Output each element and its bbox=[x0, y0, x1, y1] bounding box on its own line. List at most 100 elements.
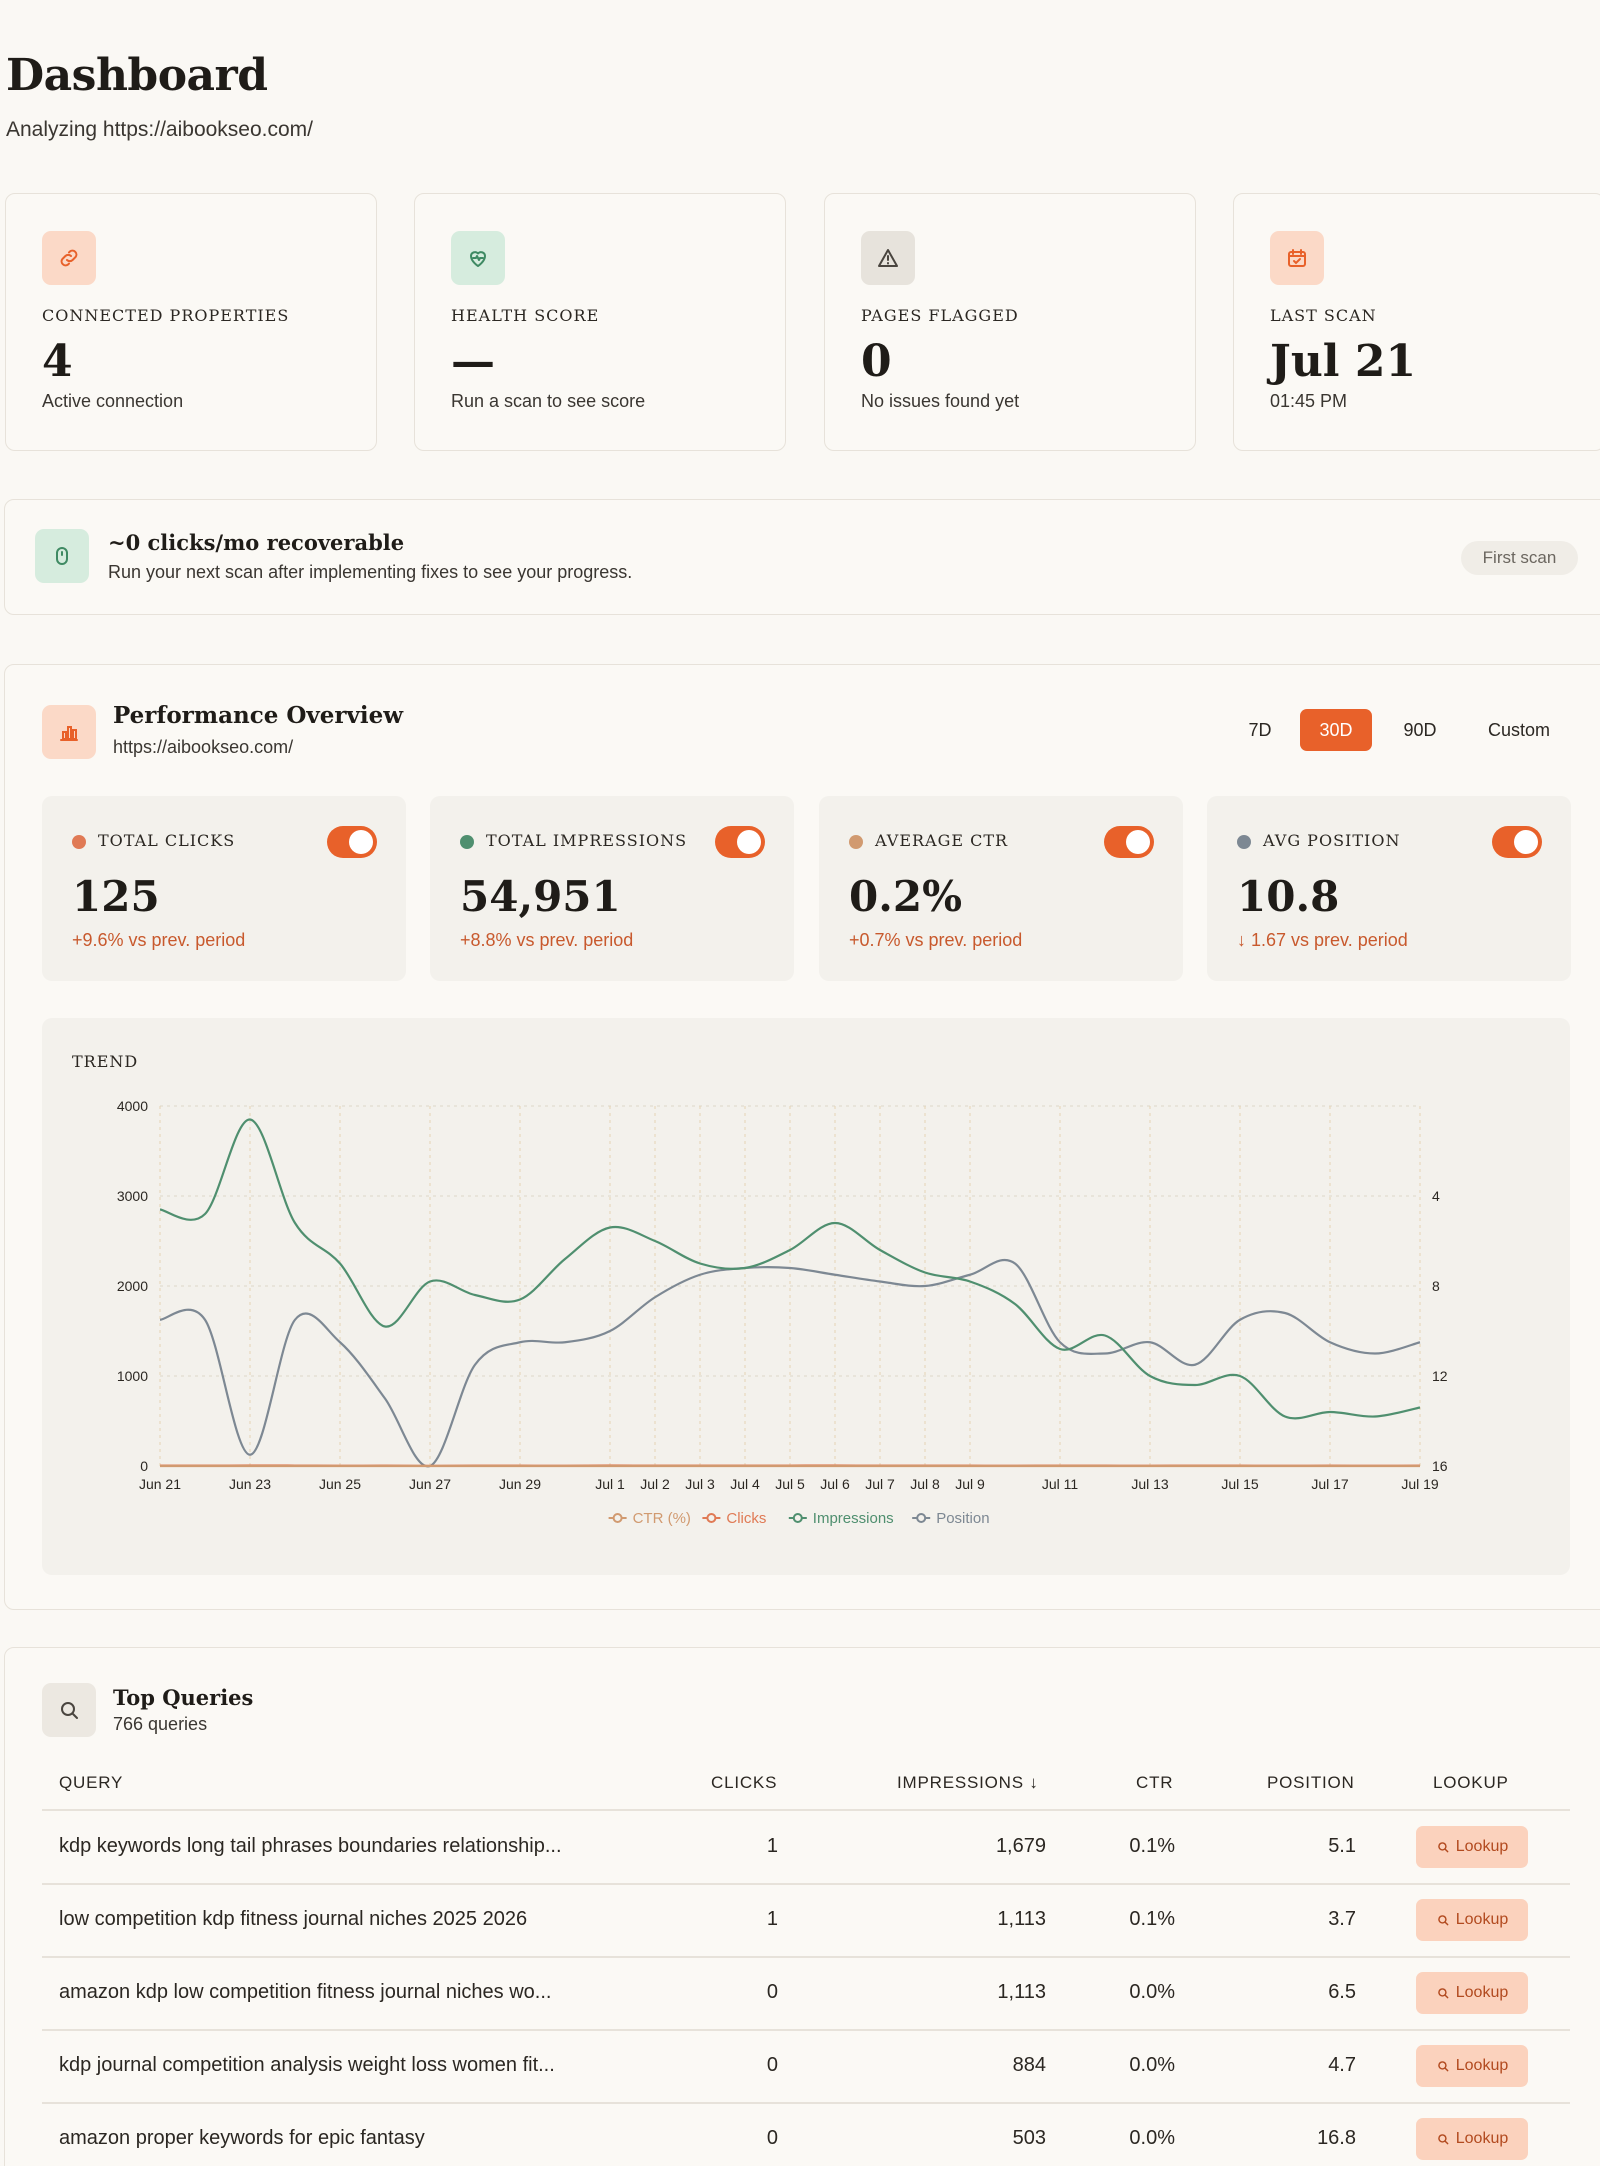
range-90d-button[interactable]: 90D bbox=[1403, 719, 1437, 740]
stat-label: Health Score bbox=[451, 306, 600, 325]
x-tick-label: Jul 15 bbox=[1221, 1476, 1259, 1492]
lookup-button[interactable]: Lookup bbox=[1416, 1898, 1528, 1941]
metric-value: 10.8 bbox=[1237, 872, 1340, 921]
clicks-value: 0 bbox=[766, 2126, 778, 2149]
series-dot bbox=[72, 835, 86, 849]
x-tick-label: Jul 8 bbox=[910, 1476, 940, 1492]
query-text: kdp journal competition analysis weight … bbox=[59, 2053, 555, 2076]
x-tick-label: Jul 13 bbox=[1131, 1476, 1169, 1492]
series-line-impressions bbox=[159, 1118, 1421, 1420]
legend-label-clicks: Clicks bbox=[726, 1510, 766, 1527]
stat-sub: 01:45 PM bbox=[1270, 391, 1348, 411]
clicks-value: 0 bbox=[766, 2053, 778, 2076]
lookup-button[interactable]: Lookup bbox=[1416, 2117, 1528, 2160]
x-tick-label: Jul 19 bbox=[1401, 1476, 1439, 1492]
col-header-position[interactable]: POSITION bbox=[1267, 1773, 1355, 1792]
x-tick-label: Jul 6 bbox=[820, 1476, 850, 1492]
position-value: 6.5 bbox=[1328, 1980, 1356, 2003]
col-header-ctr[interactable]: CTR bbox=[1136, 1773, 1174, 1792]
query-text: low competition kdp fitness journal nich… bbox=[59, 1907, 528, 1930]
search-icon bbox=[1437, 2133, 1449, 2144]
stat-label: Pages Flagged bbox=[861, 306, 1019, 325]
search-icon bbox=[1437, 1841, 1449, 1852]
first-scan-badge: First scan bbox=[1461, 541, 1578, 575]
query-text: amazon proper keywords for epic fantasy bbox=[59, 2126, 425, 2149]
query-text: amazon kdp low competition fitness journ… bbox=[59, 1980, 552, 2003]
metric-delta: +0.7% vs prev. period bbox=[849, 930, 1023, 950]
x-tick-label: Jun 27 bbox=[409, 1476, 451, 1492]
x-tick-label: Jul 11 bbox=[1042, 1476, 1079, 1492]
trend-label: TREND bbox=[72, 1052, 139, 1071]
legend-marker-ctr bbox=[612, 1513, 623, 1523]
legend-marker-position bbox=[916, 1513, 927, 1523]
metric-card-avg-position: Avg Position 10.8 ↓ 1.67 vs prev. period bbox=[1207, 796, 1571, 981]
metric-value: 0.2% bbox=[849, 872, 962, 921]
stat-value: 4 bbox=[42, 336, 73, 387]
x-tick-label: Jul 4 bbox=[730, 1476, 760, 1492]
col-header-impressions[interactable]: IMPRESSIONS ↓ bbox=[897, 1773, 1039, 1792]
search-icon bbox=[1437, 1987, 1449, 1998]
range-custom-button[interactable]: Custom bbox=[1487, 719, 1550, 740]
position-value: 4.7 bbox=[1328, 2053, 1356, 2076]
col-header-query[interactable]: QUERY bbox=[59, 1773, 124, 1792]
lookup-button[interactable]: Lookup bbox=[1416, 2044, 1528, 2087]
series-dot bbox=[849, 835, 863, 849]
metric-card-total-impressions: Total Impressions 54,951 +8.8% vs prev. … bbox=[430, 796, 794, 981]
stat-label: Last Scan bbox=[1270, 306, 1377, 325]
x-tick-label: Jun 29 bbox=[499, 1476, 541, 1492]
y-right-tick-label: 8 bbox=[1432, 1278, 1440, 1294]
clicks-toggle[interactable] bbox=[327, 826, 377, 858]
metric-card-average-ctr: Average CTR 0.2% +0.7% vs prev. period bbox=[819, 796, 1183, 981]
y-right-tick-label: 4 bbox=[1432, 1188, 1440, 1204]
row-divider bbox=[42, 1956, 1570, 1958]
stat-value: — bbox=[451, 336, 495, 387]
heart-pulse-icon bbox=[451, 231, 505, 285]
impressions-toggle[interactable] bbox=[715, 826, 765, 858]
lookup-label: Lookup bbox=[1455, 1910, 1509, 1928]
legend-label-ctr: CTR (%) bbox=[633, 1510, 691, 1527]
clicks-value: 0 bbox=[766, 1980, 778, 2003]
metric-delta: +9.6% vs prev. period bbox=[72, 930, 246, 950]
y-right-tick-label: 12 bbox=[1432, 1368, 1448, 1384]
x-tick-label: Jul 2 bbox=[640, 1476, 670, 1492]
performance-title: Performance Overview bbox=[113, 702, 404, 729]
metric-label: Total Impressions bbox=[486, 831, 688, 850]
stat-sub: Run a scan to see score bbox=[451, 391, 646, 411]
position-value: 3.7 bbox=[1328, 1907, 1356, 1930]
legend-label-position: Position bbox=[936, 1510, 989, 1527]
metric-label: Avg Position bbox=[1263, 831, 1401, 850]
x-tick-label: Jul 3 bbox=[685, 1476, 715, 1492]
range-30d-button[interactable]: 30D bbox=[1300, 709, 1372, 751]
range-7d-button[interactable]: 7D bbox=[1248, 719, 1272, 740]
y-left-tick-label: 4000 bbox=[117, 1098, 148, 1114]
position-toggle[interactable] bbox=[1492, 826, 1542, 858]
row-divider bbox=[42, 2102, 1570, 2104]
clicks-value: 1 bbox=[766, 1834, 778, 1857]
ctr-value: 0.0% bbox=[1129, 1980, 1175, 2003]
stat-value: Jul 21 bbox=[1270, 336, 1417, 387]
warning-icon bbox=[861, 231, 915, 285]
lookup-button[interactable]: Lookup bbox=[1416, 1971, 1528, 2014]
search-icon bbox=[42, 1683, 96, 1737]
bar-chart-icon bbox=[42, 705, 96, 759]
lookup-button[interactable]: Lookup bbox=[1416, 1825, 1528, 1868]
metric-value: 54,951 bbox=[460, 872, 621, 921]
stat-card-health-score: Health Score — Run a scan to see score bbox=[414, 193, 786, 451]
x-tick-label: Jul 17 bbox=[1311, 1476, 1349, 1492]
col-header-clicks[interactable]: CLICKS bbox=[711, 1773, 778, 1792]
row-divider bbox=[42, 1883, 1570, 1885]
ctr-value: 0.0% bbox=[1129, 2126, 1175, 2149]
metric-value: 125 bbox=[72, 872, 160, 921]
x-tick-label: Jul 5 bbox=[775, 1476, 805, 1492]
query-count: 766 queries bbox=[113, 1714, 208, 1734]
row-divider bbox=[42, 2029, 1570, 2031]
stat-sub: No issues found yet bbox=[861, 391, 1020, 411]
lookup-label: Lookup bbox=[1455, 2129, 1509, 2147]
x-tick-label: Jun 21 bbox=[139, 1476, 181, 1492]
y-left-tick-label: 3000 bbox=[117, 1188, 148, 1204]
ctr-toggle[interactable] bbox=[1104, 826, 1154, 858]
x-tick-label: Jun 23 bbox=[229, 1476, 271, 1492]
x-tick-label: Jul 7 bbox=[865, 1476, 895, 1492]
trend-chart-panel: TREND 0 1000 2000 3000 4000 4 8 12 16 Jun 21 Jun 2… bbox=[42, 1018, 1570, 1575]
stat-card-connected-properties: Connected Properties 4 Active connection bbox=[5, 193, 377, 451]
